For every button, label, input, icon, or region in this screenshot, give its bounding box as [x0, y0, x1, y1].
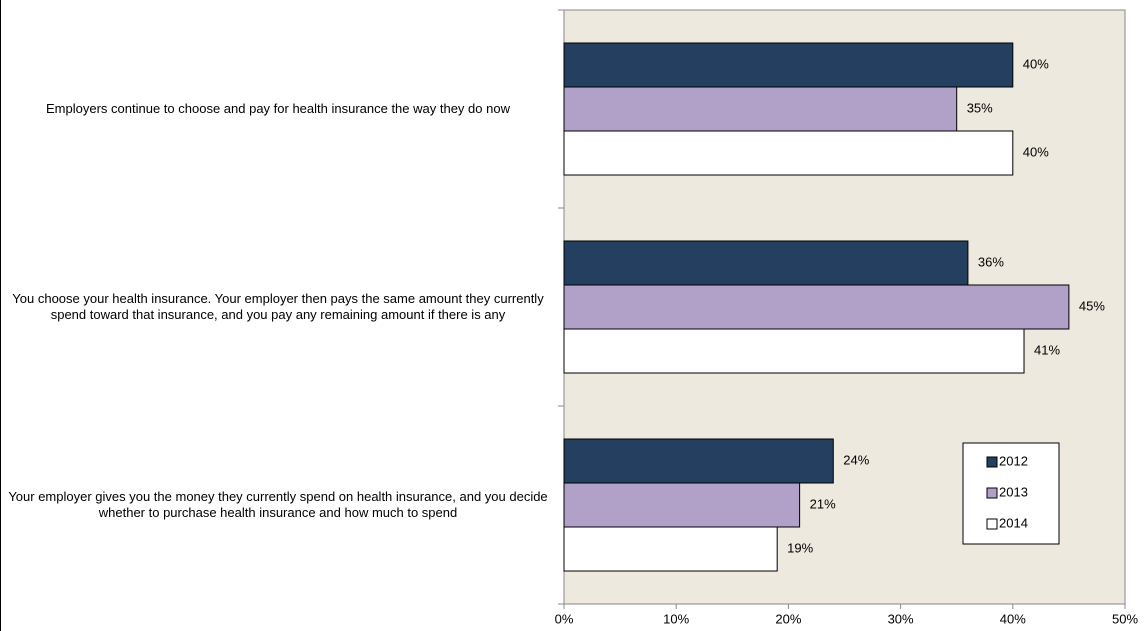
bar [563, 130, 1014, 176]
value-label: 35% [967, 100, 993, 115]
value-label: 40% [1023, 56, 1049, 71]
legend-swatch [986, 487, 998, 499]
value-label: 24% [843, 452, 869, 467]
legend-label: 2013 [999, 484, 1028, 499]
x-tick-label: 20% [775, 611, 801, 626]
value-label: 36% [978, 254, 1004, 269]
category-label-box: You choose your health insurance. Your e… [12, 291, 544, 322]
category-label-box: Your employer gives you the money they c… [8, 489, 548, 520]
value-label: 41% [1034, 342, 1060, 357]
bar [563, 438, 834, 484]
legend-swatch [986, 456, 998, 468]
legend-box [962, 442, 1060, 545]
x-tick-label: 30% [888, 611, 914, 626]
legend-swatch [986, 518, 998, 530]
x-tick-label: 10% [663, 611, 689, 626]
y-tick-label: You choose your health insurance. Your e… [12, 291, 544, 322]
bar [563, 42, 1014, 88]
x-tick-label: 50% [1112, 611, 1138, 626]
bar [563, 482, 801, 528]
bar [563, 240, 969, 286]
value-label: 19% [787, 540, 813, 555]
y-tick-label: Your employer gives you the money they c… [8, 489, 548, 520]
legend-label: 2012 [999, 453, 1028, 468]
bar [563, 328, 1025, 374]
legend-label: 2014 [999, 515, 1028, 530]
y-tick-label: Employers continue to choose and pay for… [46, 101, 510, 116]
bar [563, 526, 778, 572]
bar [563, 86, 958, 132]
x-tick-label: 40% [1000, 611, 1026, 626]
value-label: 45% [1079, 298, 1105, 313]
value-label: 40% [1023, 144, 1049, 159]
value-label: 21% [810, 496, 836, 511]
bar [563, 284, 1070, 330]
category-label-box: Employers continue to choose and pay for… [46, 101, 510, 116]
x-tick-label: 0% [555, 611, 574, 626]
